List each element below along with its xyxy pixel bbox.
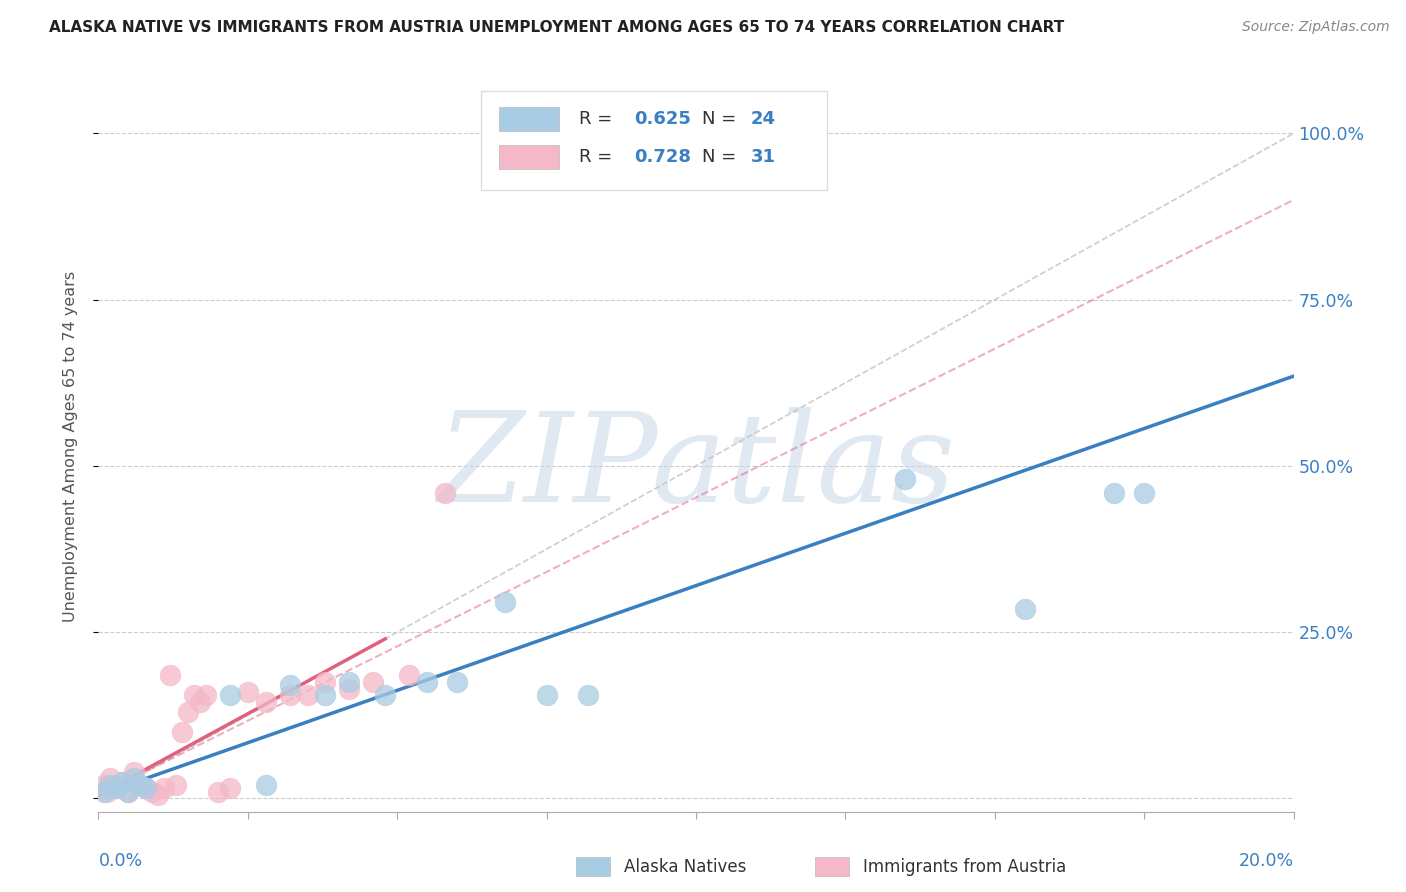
Point — [219, 781, 242, 796]
Point — [183, 689, 205, 703]
Text: 0.0%: 0.0% — [98, 852, 142, 870]
Point — [111, 774, 134, 789]
Text: Alaska Natives: Alaska Natives — [624, 857, 747, 876]
Point — [446, 675, 468, 690]
Text: 0.728: 0.728 — [634, 148, 690, 166]
Point — [315, 675, 337, 690]
Text: N =: N = — [702, 110, 742, 128]
Point — [714, 127, 737, 141]
FancyBboxPatch shape — [576, 857, 610, 876]
Point — [100, 772, 122, 786]
Point — [141, 785, 163, 799]
Point — [278, 678, 301, 692]
Point — [96, 785, 118, 799]
Point — [398, 668, 420, 682]
Point — [195, 689, 218, 703]
Point — [172, 725, 194, 739]
Point — [219, 689, 242, 703]
Point — [1104, 485, 1126, 500]
Point — [129, 778, 152, 792]
Point — [236, 685, 259, 699]
Point — [165, 778, 187, 792]
Point — [148, 788, 170, 802]
Y-axis label: Unemployment Among Ages 65 to 74 years: Unemployment Among Ages 65 to 74 years — [63, 270, 77, 622]
FancyBboxPatch shape — [481, 91, 827, 190]
Point — [159, 668, 181, 682]
Point — [254, 778, 277, 792]
Point — [536, 689, 558, 703]
Point — [111, 774, 134, 789]
Point — [207, 785, 229, 799]
Text: Source: ZipAtlas.com: Source: ZipAtlas.com — [1241, 20, 1389, 34]
Point — [188, 695, 211, 709]
Text: ALASKA NATIVE VS IMMIGRANTS FROM AUSTRIA UNEMPLOYMENT AMONG AGES 65 TO 74 YEARS : ALASKA NATIVE VS IMMIGRANTS FROM AUSTRIA… — [49, 20, 1064, 35]
Point — [297, 689, 319, 703]
Point — [124, 764, 146, 779]
Point — [894, 472, 917, 486]
Text: 20.0%: 20.0% — [1239, 852, 1294, 870]
Text: R =: R = — [579, 148, 617, 166]
Point — [105, 781, 128, 796]
Text: 31: 31 — [751, 148, 776, 166]
Point — [100, 778, 122, 792]
Point — [494, 595, 516, 609]
Text: 24: 24 — [751, 110, 776, 128]
Point — [578, 689, 600, 703]
Point — [117, 785, 139, 799]
Point — [135, 781, 157, 796]
FancyBboxPatch shape — [499, 107, 558, 131]
FancyBboxPatch shape — [815, 857, 849, 876]
Point — [278, 689, 301, 703]
Text: N =: N = — [702, 148, 742, 166]
Text: ZIPatlas: ZIPatlas — [437, 407, 955, 529]
Point — [103, 781, 125, 796]
Point — [177, 705, 200, 719]
Point — [117, 785, 139, 799]
Point — [153, 781, 176, 796]
Text: 0.625: 0.625 — [634, 110, 690, 128]
Point — [93, 785, 115, 799]
Point — [416, 675, 439, 690]
Point — [315, 689, 337, 703]
Point — [254, 695, 277, 709]
Point — [339, 675, 360, 690]
Point — [374, 689, 396, 703]
Point — [129, 778, 152, 792]
Text: Immigrants from Austria: Immigrants from Austria — [863, 857, 1067, 876]
Point — [105, 781, 128, 796]
Point — [1014, 602, 1036, 616]
FancyBboxPatch shape — [499, 145, 558, 169]
Point — [124, 772, 146, 786]
Point — [93, 778, 115, 792]
Point — [434, 485, 457, 500]
Point — [135, 781, 157, 796]
Point — [1133, 485, 1156, 500]
Text: R =: R = — [579, 110, 617, 128]
Point — [363, 675, 385, 690]
Point — [339, 681, 360, 696]
